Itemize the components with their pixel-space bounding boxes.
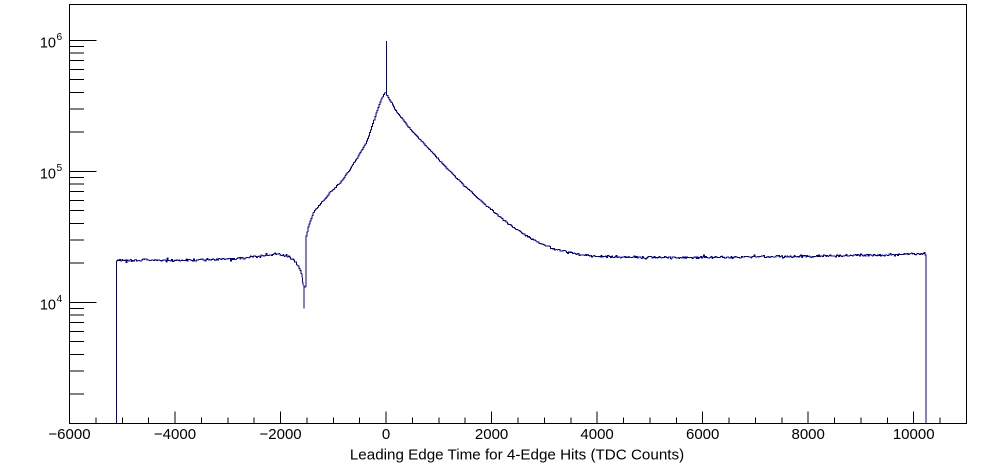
svg-text:2000: 2000 — [475, 426, 508, 443]
svg-text:4: 4 — [57, 294, 63, 305]
svg-text:10: 10 — [40, 297, 56, 313]
svg-text:10: 10 — [40, 35, 56, 51]
svg-text:10000: 10000 — [893, 426, 935, 443]
svg-text:0: 0 — [382, 426, 390, 443]
svg-text:8000: 8000 — [792, 426, 825, 443]
svg-text:Leading Edge Time for 4-Edge H: Leading Edge Time for 4-Edge Hits (TDC C… — [350, 446, 684, 463]
svg-text:−6000: −6000 — [48, 426, 90, 443]
svg-text:6000: 6000 — [686, 426, 719, 443]
svg-text:5: 5 — [57, 163, 63, 174]
svg-text:4000: 4000 — [580, 426, 613, 443]
svg-text:−4000: −4000 — [154, 426, 196, 443]
svg-text:10: 10 — [40, 166, 56, 182]
svg-text:6: 6 — [57, 32, 63, 43]
svg-text:−2000: −2000 — [260, 426, 302, 443]
